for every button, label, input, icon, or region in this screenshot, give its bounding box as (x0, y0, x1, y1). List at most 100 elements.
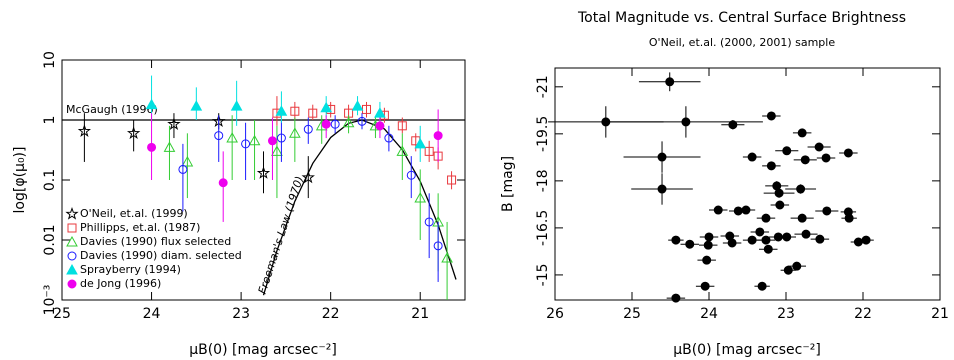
point (414, 137, 427, 149)
point (775, 200, 785, 210)
x-tick-label: 21 (931, 306, 949, 322)
point (190, 100, 203, 111)
x-tick-label: 24 (143, 306, 161, 322)
x-tick-label: 23 (232, 306, 250, 322)
legend-label: O'Neil, et.al. (1999) (80, 207, 188, 220)
legend-label: de Jong (1996) (80, 277, 161, 290)
point (741, 205, 751, 215)
point (230, 100, 243, 111)
point (815, 234, 825, 244)
point (801, 229, 811, 239)
point (290, 106, 300, 116)
legend-label: Davies (1990) diam. selected (80, 249, 242, 262)
point (728, 120, 738, 130)
chart-subtitle: O'Neil, et.al. (2000, 2001) sample (649, 36, 835, 49)
legend-marker (67, 279, 77, 289)
point (733, 206, 743, 216)
x-tick-label: 22 (854, 306, 872, 322)
point (704, 232, 714, 242)
point (665, 77, 675, 87)
chart-title: Total Magnitude vs. Central Surface Brig… (577, 10, 906, 26)
point (375, 121, 385, 131)
point (288, 127, 301, 138)
point (671, 235, 681, 245)
point (800, 155, 810, 165)
legend-marker (67, 223, 77, 233)
point (747, 235, 757, 245)
point (822, 206, 832, 216)
x-axis-label: μB(0) [mag arcsec⁻²] (189, 342, 337, 358)
point (145, 98, 158, 110)
point (406, 170, 416, 180)
y-tick-label: 10⁻³ (42, 285, 58, 316)
y-tick-label: 1 (42, 116, 58, 125)
point (782, 146, 792, 156)
y-tick-label: -21 (535, 75, 551, 98)
point (351, 100, 364, 111)
point (601, 117, 611, 127)
point (747, 152, 757, 162)
point (761, 213, 771, 223)
point (256, 166, 271, 179)
point (271, 145, 283, 156)
point (702, 255, 712, 265)
legend-label: Sprayberry (1994) (80, 263, 181, 276)
point (241, 139, 251, 149)
point (275, 105, 288, 116)
point (853, 237, 863, 247)
point (755, 227, 765, 237)
point (792, 261, 802, 271)
model-curve (262, 119, 457, 296)
point (342, 116, 355, 128)
point (424, 146, 434, 156)
point (821, 153, 831, 163)
point (783, 265, 793, 275)
right-frame (554, 67, 941, 301)
point (147, 142, 157, 152)
x-axis-label: μB(0) [mag arcsec⁻²] (673, 342, 821, 358)
y-tick-label: -18 (535, 169, 551, 192)
point (657, 152, 667, 162)
point (357, 116, 367, 126)
point (77, 124, 92, 137)
point (797, 213, 807, 223)
point (320, 101, 333, 113)
x-tick-label: 21 (411, 306, 429, 322)
point (330, 119, 340, 129)
y-tick-label: 0.01 (42, 224, 58, 255)
point (681, 117, 691, 127)
x-tick-label: 23 (777, 306, 795, 322)
x-tick-label: 26 (546, 306, 564, 322)
reference-label: McGaugh (1996) (66, 103, 158, 116)
point (703, 240, 713, 250)
point (447, 175, 457, 185)
point (214, 131, 224, 141)
point (321, 119, 331, 129)
point (303, 124, 313, 134)
point (178, 164, 188, 174)
point (384, 133, 394, 143)
point (766, 161, 776, 171)
legend-label: Phillipps, et.al. (1987) (80, 221, 200, 234)
point (685, 239, 695, 249)
point (844, 213, 854, 223)
x-tick-label: 22 (322, 306, 340, 322)
x-tick-label: 25 (623, 306, 641, 322)
y-axis-label: log[φ(μ₀)] (12, 147, 28, 214)
point (397, 121, 407, 131)
point (757, 281, 767, 291)
legend-marker (65, 206, 79, 220)
y-tick-label: 0.1 (42, 169, 58, 191)
point (433, 241, 443, 251)
point (766, 111, 776, 121)
point (774, 188, 784, 198)
point (782, 232, 792, 242)
point (657, 184, 667, 194)
point (671, 293, 681, 303)
point (226, 132, 239, 143)
point (308, 108, 318, 118)
point (433, 131, 443, 141)
x-tick-label: 25 (53, 306, 71, 322)
point (181, 155, 194, 167)
